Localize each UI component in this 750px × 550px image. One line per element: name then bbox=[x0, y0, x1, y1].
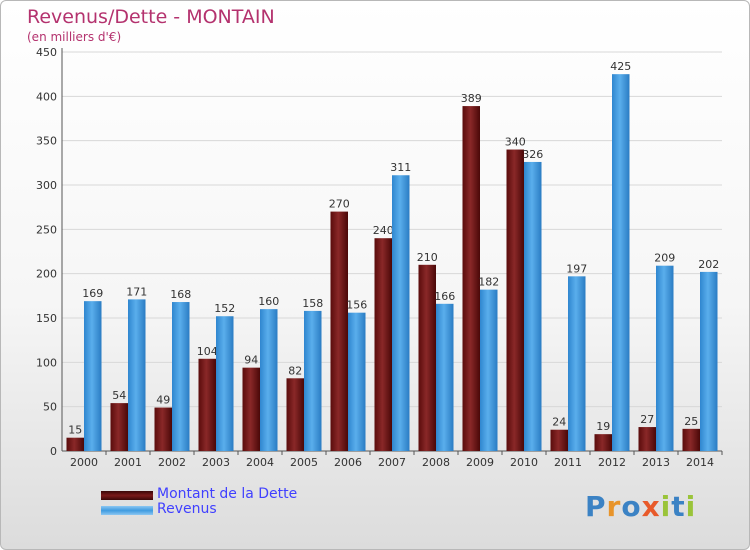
x-tick-label: 2009 bbox=[466, 456, 494, 469]
data-label: 389 bbox=[461, 92, 482, 105]
data-label: 182 bbox=[478, 276, 499, 289]
data-label: 169 bbox=[82, 287, 103, 300]
bar-dette bbox=[418, 264, 436, 451]
data-label: 197 bbox=[566, 262, 587, 275]
x-tick-label: 2010 bbox=[510, 456, 538, 469]
bar-dette bbox=[550, 429, 568, 451]
x-tick-label: 2003 bbox=[202, 456, 230, 469]
x-tick-label: 2005 bbox=[290, 456, 318, 469]
chart-subtitle: (en milliers d'€) bbox=[27, 30, 122, 44]
y-tick-label: 50 bbox=[43, 401, 57, 414]
chart-title: Revenus/Dette - MONTAIN bbox=[27, 6, 275, 28]
bar-dette bbox=[506, 149, 524, 452]
bar-revenus bbox=[260, 309, 278, 451]
y-tick-label: 0 bbox=[50, 445, 57, 458]
bar-dette bbox=[374, 238, 392, 451]
bar-dette bbox=[638, 427, 656, 451]
data-label: 82 bbox=[288, 364, 302, 377]
data-label: 104 bbox=[197, 345, 218, 358]
y-tick-label: 200 bbox=[36, 268, 57, 281]
y-tick-label: 450 bbox=[36, 46, 57, 59]
x-tick-label: 2013 bbox=[642, 456, 670, 469]
bar-revenus bbox=[216, 316, 234, 451]
bar-revenus bbox=[524, 161, 542, 452]
bar-revenus bbox=[480, 289, 498, 451]
data-label: 27 bbox=[640, 413, 654, 426]
bar-dette bbox=[110, 403, 128, 451]
data-label: 19 bbox=[596, 420, 610, 433]
x-tick-label: 2002 bbox=[158, 456, 186, 469]
x-tick-label: 2004 bbox=[246, 456, 274, 469]
data-label: 171 bbox=[126, 285, 147, 298]
legend-label-dette: Montant de la Dette bbox=[157, 486, 298, 502]
bar-revenus bbox=[656, 265, 674, 451]
legend-swatch-dette bbox=[101, 491, 153, 500]
x-tick-label: 2008 bbox=[422, 456, 450, 469]
y-tick-label: 100 bbox=[36, 356, 57, 369]
y-tick-label: 150 bbox=[36, 312, 57, 325]
bar-dette bbox=[198, 358, 216, 451]
bar-revenus bbox=[304, 310, 322, 451]
bar-dette bbox=[66, 437, 84, 451]
data-label: 326 bbox=[522, 148, 543, 161]
data-label: 160 bbox=[258, 295, 279, 308]
bar-revenus bbox=[84, 301, 102, 451]
bar-dette bbox=[242, 367, 260, 451]
legend-label-revenus: Revenus bbox=[157, 501, 217, 517]
x-tick-label: 2006 bbox=[334, 456, 362, 469]
data-label: 94 bbox=[244, 354, 258, 367]
data-label: 425 bbox=[610, 60, 631, 73]
bar-dette bbox=[594, 434, 612, 451]
y-tick-label: 400 bbox=[36, 90, 57, 103]
bar-dette bbox=[330, 211, 348, 451]
data-label: 202 bbox=[698, 258, 719, 271]
bar-dette bbox=[286, 378, 304, 451]
x-tick-label: 2007 bbox=[378, 456, 406, 469]
bar-revenus bbox=[612, 74, 630, 452]
x-tick-label: 2014 bbox=[686, 456, 714, 469]
data-label: 240 bbox=[373, 224, 394, 237]
proxiti-logo: Proxiti bbox=[585, 490, 697, 523]
data-label: 25 bbox=[684, 415, 698, 428]
y-tick-label: 350 bbox=[36, 135, 57, 148]
data-label: 270 bbox=[329, 198, 350, 211]
x-tick-label: 2000 bbox=[70, 456, 98, 469]
bar-revenus bbox=[392, 175, 410, 451]
bar-revenus bbox=[436, 303, 454, 451]
data-label: 24 bbox=[552, 416, 566, 429]
bar-revenus bbox=[568, 276, 586, 451]
data-label: 152 bbox=[214, 302, 235, 315]
bar-revenus bbox=[348, 312, 366, 451]
data-label: 49 bbox=[156, 394, 170, 407]
bar-revenus bbox=[128, 299, 146, 451]
y-tick-label: 250 bbox=[36, 223, 57, 236]
x-tick-label: 2011 bbox=[554, 456, 582, 469]
data-label: 158 bbox=[302, 297, 323, 310]
bar-revenus bbox=[700, 271, 718, 451]
x-tick-label: 2012 bbox=[598, 456, 626, 469]
x-tick-label: 2001 bbox=[114, 456, 142, 469]
data-label: 54 bbox=[112, 389, 126, 402]
data-label: 311 bbox=[390, 161, 411, 174]
data-label: 168 bbox=[170, 288, 191, 301]
data-label: 209 bbox=[654, 252, 675, 265]
data-label: 210 bbox=[417, 251, 438, 264]
bar-revenus bbox=[172, 302, 190, 451]
bar-dette bbox=[682, 428, 700, 451]
data-label: 166 bbox=[434, 290, 455, 303]
data-label: 340 bbox=[505, 136, 526, 149]
bar-dette bbox=[462, 106, 480, 451]
bar-dette bbox=[154, 407, 172, 451]
y-tick-label: 300 bbox=[36, 179, 57, 192]
data-label: 156 bbox=[346, 299, 367, 312]
legend-swatch-revenus bbox=[101, 506, 153, 515]
data-label: 15 bbox=[68, 424, 82, 437]
